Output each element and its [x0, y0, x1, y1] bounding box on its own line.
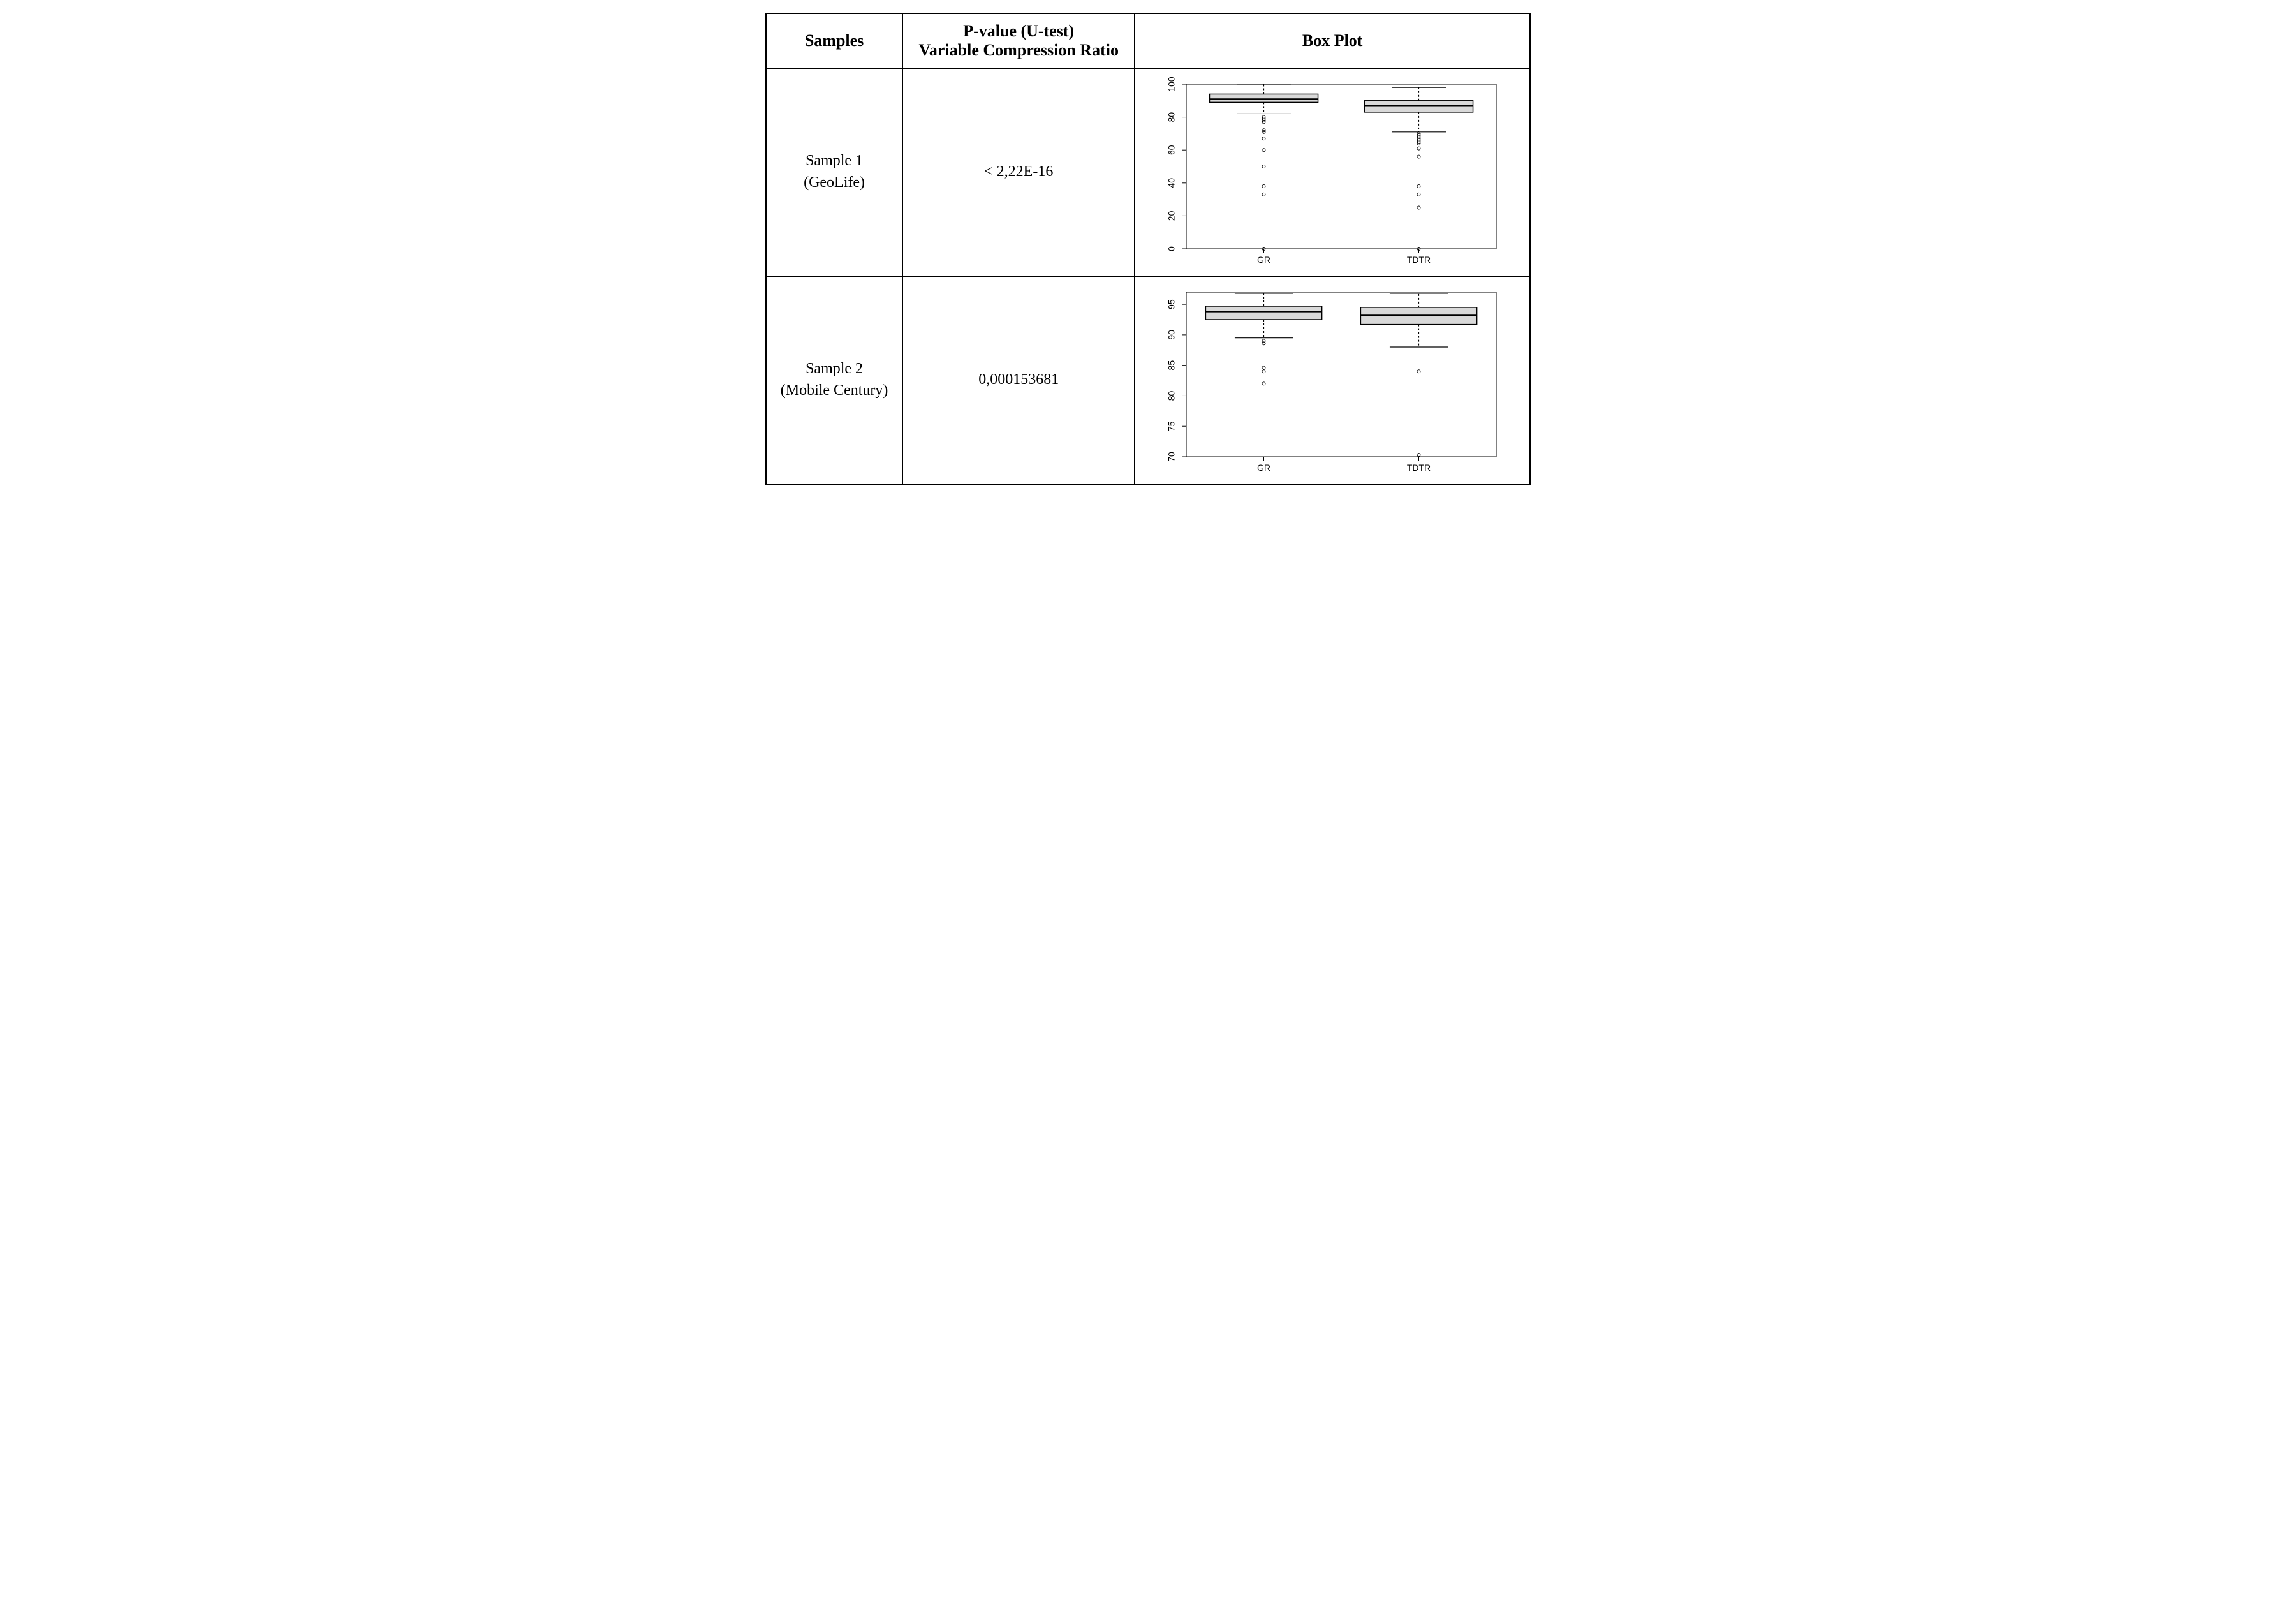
sample-cell: Sample 1 (GeoLife): [766, 68, 902, 276]
header-text-line2: Variable Compression Ratio: [918, 41, 1118, 59]
svg-text:40: 40: [1166, 178, 1177, 188]
pvalue-text: 0,000153681: [978, 371, 1059, 388]
sample-name: Sample 1: [806, 152, 863, 169]
boxplot-cell: 0 20 40 60 80 100 GR TDTR: [1135, 68, 1530, 276]
svg-text:60: 60: [1166, 145, 1177, 155]
svg-text:70: 70: [1166, 452, 1177, 462]
sample-subtitle: (Mobile Century): [781, 382, 888, 399]
sample-cell: Sample 2 (Mobile Century): [766, 276, 902, 484]
svg-text:GR: GR: [1257, 462, 1270, 473]
table-row: Sample 1 (GeoLife) < 2,22E-16 0 20 40 60 80 100 G…: [766, 68, 1530, 276]
boxplot-chart: 0 20 40 60 80 100 GR TDTR: [1147, 77, 1504, 268]
sample-subtitle: (GeoLife): [804, 174, 865, 191]
col-header-samples: Samples: [766, 13, 902, 68]
svg-text:20: 20: [1166, 211, 1177, 221]
header-text-line1: P-value (U-test): [963, 22, 1074, 40]
svg-text:0: 0: [1166, 246, 1177, 251]
results-table: Samples P-value (U-test) Variable Compre…: [765, 13, 1531, 485]
svg-text:80: 80: [1166, 390, 1177, 401]
boxplot-cell: 70 75 80 85 90 95 GR TDTR: [1135, 276, 1530, 484]
pvalue-text: < 2,22E-16: [984, 163, 1053, 180]
boxplot-chart: 70 75 80 85 90 95 GR TDTR: [1147, 285, 1504, 476]
svg-text:85: 85: [1166, 360, 1177, 371]
col-header-boxplot: Box Plot: [1135, 13, 1530, 68]
svg-text:80: 80: [1166, 112, 1177, 122]
svg-text:TDTR: TDTR: [1407, 255, 1431, 265]
svg-text:GR: GR: [1257, 255, 1270, 265]
col-header-pvalue: P-value (U-test) Variable Compression Ra…: [902, 13, 1135, 68]
svg-text:75: 75: [1166, 421, 1177, 431]
svg-text:TDTR: TDTR: [1407, 462, 1431, 473]
svg-text:95: 95: [1166, 299, 1177, 309]
svg-text:90: 90: [1166, 330, 1177, 340]
sample-name: Sample 2: [806, 360, 863, 377]
svg-text:100: 100: [1166, 77, 1177, 92]
table-row: Sample 2 (Mobile Century) 0,000153681 70 75 8…: [766, 276, 1530, 484]
pvalue-cell: < 2,22E-16: [902, 68, 1135, 276]
header-text: Samples: [805, 31, 864, 50]
pvalue-cell: 0,000153681: [902, 276, 1135, 484]
header-text: Box Plot: [1302, 31, 1363, 50]
